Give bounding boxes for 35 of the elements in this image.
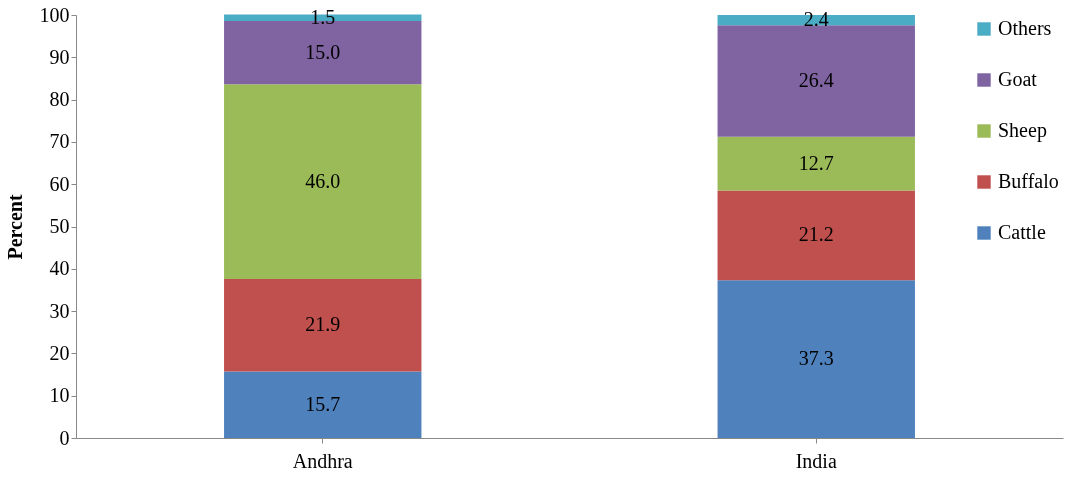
x-tick-label: Andhra <box>292 449 353 472</box>
data-label: 37.3 <box>798 347 834 370</box>
data-label: 12.7 <box>798 151 834 174</box>
data-label: 2.4 <box>803 8 829 31</box>
data-label: 26.4 <box>798 68 834 91</box>
y-tick-label: 40 <box>49 257 70 280</box>
legend-label: Sheep <box>998 119 1047 142</box>
y-tick-label: 90 <box>49 45 70 68</box>
y-tick-label: 10 <box>49 384 70 407</box>
data-label: 46.0 <box>305 169 341 192</box>
bar <box>717 25 915 137</box>
bar <box>224 371 422 438</box>
y-tick-label: 80 <box>49 88 70 111</box>
bar <box>224 84 422 279</box>
legend-label: Goat <box>998 68 1038 90</box>
y-tick-label: 30 <box>49 299 70 322</box>
y-tick-label: 100 <box>39 3 70 26</box>
bar <box>717 136 915 191</box>
y-tick-label: 60 <box>49 172 70 195</box>
y-tick-label: 0 <box>59 426 70 449</box>
legend-label: Buffalo <box>998 170 1059 192</box>
y-axis-title: Percent <box>3 194 26 260</box>
y-tick-label: 50 <box>49 215 70 237</box>
data-label: 21.2 <box>798 223 834 246</box>
y-tick-label: 70 <box>49 130 70 153</box>
legend-label: Cattle <box>998 221 1046 243</box>
legend-label: Others <box>998 17 1052 39</box>
y-tick-label: 20 <box>49 341 70 364</box>
data-label: 15.0 <box>305 40 341 63</box>
x-tick-label: India <box>795 449 837 472</box>
data-label: 21.9 <box>305 313 341 336</box>
bar <box>224 278 422 372</box>
data-label: 15.7 <box>305 392 341 415</box>
bar <box>717 190 915 281</box>
bar <box>717 280 915 438</box>
